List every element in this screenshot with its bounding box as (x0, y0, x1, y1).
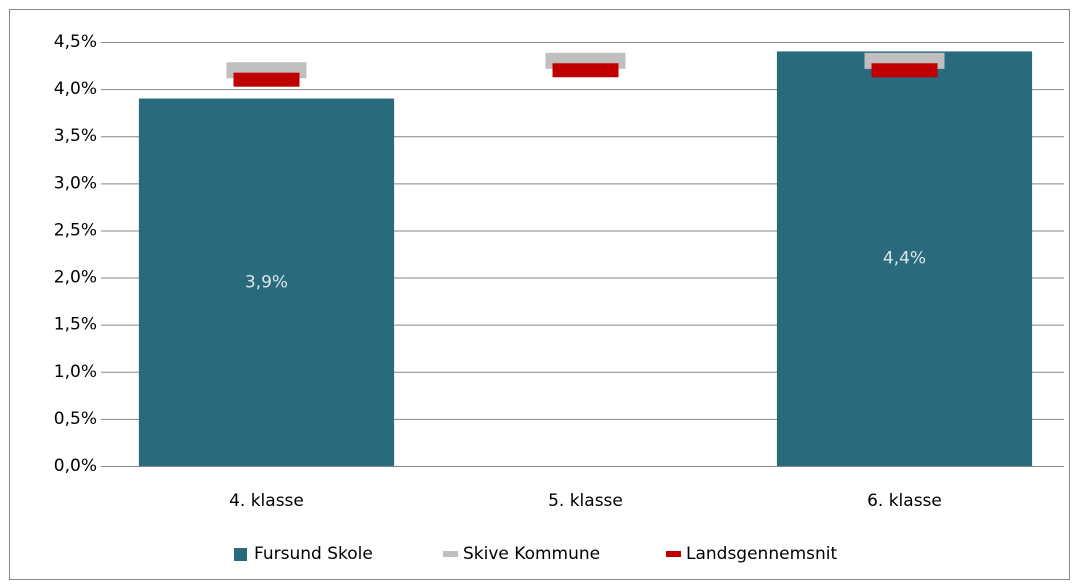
legend-label: Skive Kommune (463, 544, 600, 564)
data-label: 3,9% (245, 272, 288, 292)
y-tick-label: 0,0% (54, 456, 97, 476)
y-tick-label: 1,5% (54, 315, 97, 335)
legend-swatch (443, 551, 458, 557)
y-tick-label: 2,0% (54, 268, 97, 288)
bar (776, 51, 1033, 467)
legend-swatch (234, 548, 247, 561)
y-tick-label: 1,0% (54, 362, 97, 382)
y-tick-label: 2,5% (54, 220, 97, 240)
legend-label: Landsgennemsnit (686, 544, 837, 564)
x-tick-label: 6. klasse (867, 491, 942, 511)
y-tick-label: 4,0% (54, 79, 97, 99)
x-tick-label: 5. klasse (548, 491, 623, 511)
y-tick-label: 0,5% (54, 409, 97, 429)
marker (871, 63, 938, 78)
data-label: 4,4% (883, 249, 926, 269)
legend-label: Fursund Skole (254, 544, 373, 564)
bar (138, 98, 395, 467)
y-tick-label: 3,0% (54, 173, 97, 193)
y-tick-label: 3,5% (54, 126, 97, 146)
marker (552, 63, 619, 78)
y-tick-label: 4,5% (54, 32, 97, 52)
marker (233, 72, 300, 87)
x-tick-label: 4. klasse (229, 491, 304, 511)
legend-swatch (666, 551, 681, 557)
